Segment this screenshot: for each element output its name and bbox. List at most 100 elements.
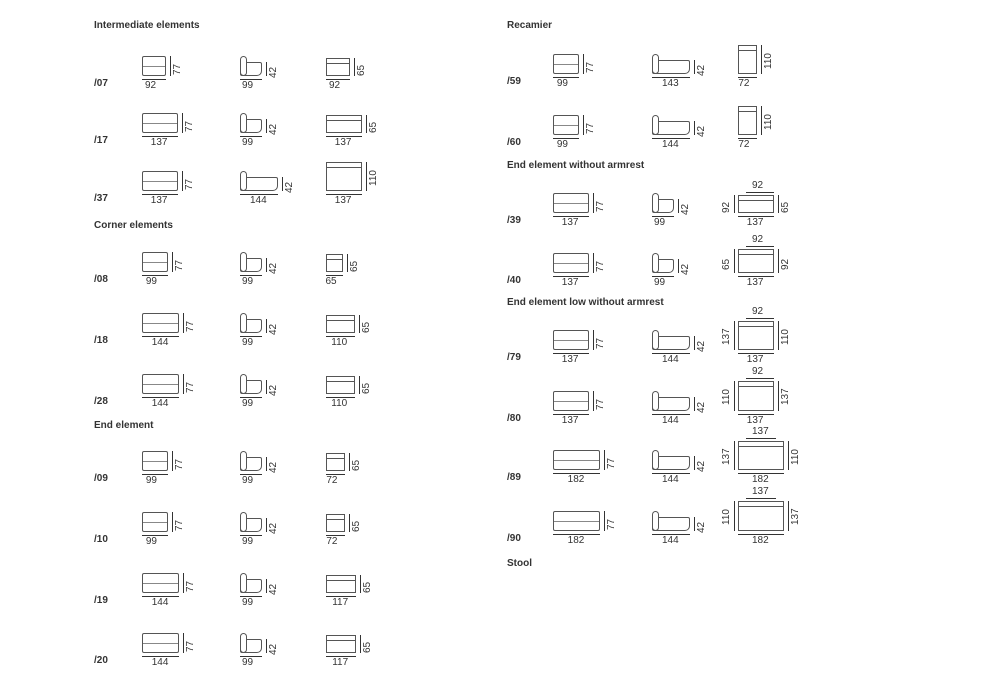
top-view-backrest xyxy=(326,315,355,321)
front-width-line xyxy=(553,138,579,139)
top-view-backrest xyxy=(738,381,774,387)
section-title: End element without armrest xyxy=(507,160,645,171)
front-view-drawing xyxy=(142,633,180,653)
side-width-label: 99 xyxy=(242,657,254,668)
cushion-line xyxy=(554,401,588,402)
front-width-label: 99 xyxy=(556,78,568,89)
cushion-line xyxy=(554,263,588,264)
top-view-left-depth-line xyxy=(734,249,735,273)
side-width-line xyxy=(240,535,262,536)
side-height-line xyxy=(694,517,695,531)
top-height-label: 110 xyxy=(367,169,379,186)
front-width-label: 137 xyxy=(150,137,168,148)
top-width-line xyxy=(738,353,774,354)
side-view-backrest xyxy=(652,511,659,531)
front-height-line xyxy=(604,511,606,531)
side-width-label: 99 xyxy=(242,137,254,148)
module-code: /19 xyxy=(94,595,108,606)
module-code: /10 xyxy=(94,534,108,545)
top-height-line xyxy=(360,635,362,653)
top-view-seat-width-label: 92 xyxy=(752,306,764,318)
top-height-label: 92 xyxy=(779,258,791,271)
top-width-label: 137 xyxy=(746,277,764,288)
top-height-label: 110 xyxy=(779,328,791,345)
side-height-label: 42 xyxy=(268,262,279,274)
top-width-line xyxy=(326,535,345,536)
top-width-label: 137 xyxy=(334,137,352,148)
top-view-backrest xyxy=(738,106,757,113)
side-width-label: 99 xyxy=(242,337,254,348)
front-height-line xyxy=(171,252,173,272)
front-width-line xyxy=(142,535,168,536)
top-width-label: 117 xyxy=(332,657,349,668)
top-height-label: 110 xyxy=(762,52,774,69)
side-width-label: 144 xyxy=(662,415,679,426)
front-view-drawing xyxy=(142,374,180,394)
side-width-label: 99 xyxy=(242,475,254,486)
front-width-label: 182 xyxy=(567,535,585,546)
front-view-drawing xyxy=(142,113,178,133)
cushion-line xyxy=(143,461,167,462)
module-code: /37 xyxy=(94,193,108,204)
module-code: /18 xyxy=(94,335,108,346)
front-width-line xyxy=(142,474,168,475)
side-view-backrest xyxy=(652,391,659,411)
top-height-line xyxy=(760,45,762,74)
side-height-line xyxy=(266,319,267,333)
front-height-line xyxy=(592,330,594,350)
section-title: Intermediate elements xyxy=(94,20,200,31)
front-width-line xyxy=(142,194,178,195)
top-height-label: 65 xyxy=(367,121,379,133)
top-height-line xyxy=(358,376,360,394)
front-height-line xyxy=(592,193,594,213)
side-width-label: 144 xyxy=(250,195,267,206)
front-width-line xyxy=(553,414,589,415)
front-width-line xyxy=(553,534,601,535)
top-height-label: 65 xyxy=(360,321,372,333)
front-height-label: 77 xyxy=(185,320,197,332)
top-height-line xyxy=(777,195,779,213)
side-view-backrest xyxy=(240,633,247,653)
side-view-backrest xyxy=(240,374,247,394)
top-width-label: 137 xyxy=(334,195,352,206)
front-height-line xyxy=(181,113,183,133)
cushion-line xyxy=(143,522,167,523)
front-width-line xyxy=(142,336,180,337)
front-view-drawing xyxy=(142,313,180,333)
top-height-line xyxy=(358,315,360,333)
cushion-line xyxy=(143,323,179,324)
top-view-backrest xyxy=(738,441,784,448)
side-height-label: 42 xyxy=(268,123,279,135)
top-width-line xyxy=(738,138,757,139)
top-height-label: 65 xyxy=(362,641,374,653)
section-title: Corner elements xyxy=(94,220,173,231)
top-width-line xyxy=(738,414,774,415)
front-width-label: 137 xyxy=(561,277,579,288)
top-height-label: 65 xyxy=(362,581,374,593)
top-view-seat-width-label: 137 xyxy=(752,486,769,497)
front-height-label: 77 xyxy=(594,337,606,349)
module-code: /09 xyxy=(94,473,108,484)
side-height-label: 42 xyxy=(268,323,279,335)
module-code: /39 xyxy=(507,215,521,226)
cushion-line xyxy=(554,125,578,126)
cushion-line xyxy=(554,521,600,522)
module-code: /17 xyxy=(94,135,108,146)
side-height-line xyxy=(266,380,267,394)
front-height-label: 77 xyxy=(594,398,606,410)
top-width-line xyxy=(326,136,362,137)
front-width-label: 137 xyxy=(150,195,168,206)
front-width-label: 99 xyxy=(145,536,157,547)
top-height-line xyxy=(348,514,350,532)
top-height-line xyxy=(365,162,367,191)
front-height-line xyxy=(169,56,171,76)
side-height-label: 42 xyxy=(696,521,707,533)
side-height-label: 42 xyxy=(696,340,707,352)
top-view-seat-width-line xyxy=(746,318,774,320)
front-height-label: 77 xyxy=(606,518,618,530)
top-height-label: 65 xyxy=(360,382,372,394)
front-width-label: 137 xyxy=(561,415,579,426)
top-height-label: 110 xyxy=(790,448,801,465)
side-height-line xyxy=(266,579,267,593)
